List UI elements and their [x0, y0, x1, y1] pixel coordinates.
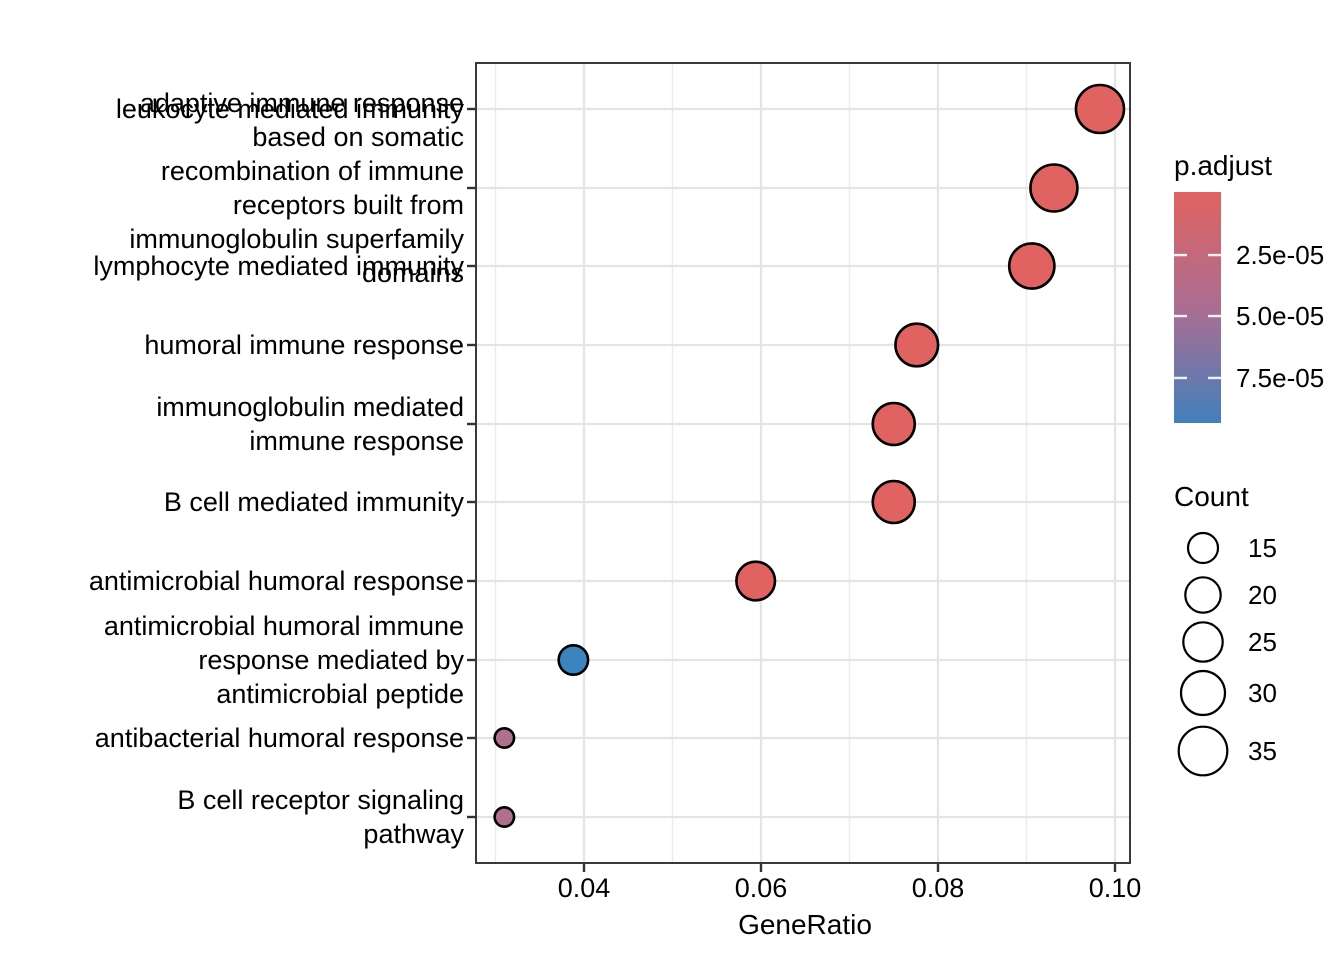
padjust-tick-label: 5.0e-05: [1236, 301, 1325, 332]
data-point: [493, 726, 516, 749]
padjust-tick-label: 7.5e-05: [1236, 362, 1325, 393]
count-legend-title: Count: [1174, 481, 1249, 512]
y-axis-label: adaptive immune response based on somatic…: [129, 86, 464, 290]
panel-border: [475, 62, 1131, 864]
y-axis-label-line: antimicrobial humoral response: [88, 566, 464, 596]
y-axis-label-line: B cell mediated immunity: [163, 487, 464, 517]
data-point: [871, 401, 917, 447]
count-legend-circle: [1186, 531, 1220, 565]
y-axis-label-line: pathway: [363, 819, 464, 849]
count-legend-label: 25: [1248, 627, 1277, 657]
data-point: [894, 322, 940, 368]
y-axis-label: immunoglobulin mediated immune response: [156, 390, 464, 458]
data-point: [871, 479, 917, 525]
data-point: [1074, 83, 1126, 135]
count-legend-label: 20: [1248, 580, 1277, 610]
y-axis-label-line: antimicrobial humoral immune: [103, 611, 464, 641]
count-legend-label: 35: [1248, 736, 1277, 766]
y-axis-label-line: recombination of immune: [160, 156, 464, 186]
padjust-tick-label: 2.5e-05: [1236, 240, 1325, 271]
y-axis-label: B cell receptor signaling pathway: [177, 783, 464, 851]
y-axis-label-line: domains: [361, 258, 464, 288]
count-legend-circle: [1182, 621, 1224, 663]
y-axis-label: lymphocyte mediated immunity: [93, 249, 464, 283]
count-legend-label: 15: [1248, 533, 1277, 563]
x-axis-tick-label: 0.10: [1088, 873, 1142, 903]
y-axis-label-line: based on somatic: [252, 122, 464, 152]
x-axis-tick-label: 0.06: [734, 873, 788, 903]
data-point: [735, 560, 777, 602]
data-point: [1007, 242, 1056, 290]
count-legend-circle: [1184, 576, 1222, 614]
data-point: [1029, 163, 1079, 213]
x-axis-tick-label: 0.04: [557, 873, 611, 903]
padjust-legend-title: p.adjust: [1174, 150, 1273, 181]
y-axis-label: leukocyte mediated immunity: [116, 92, 464, 126]
y-axis-label: B cell mediated immunity: [164, 485, 464, 519]
count-legend-circle: [1177, 725, 1229, 777]
y-axis-label-line: antibacterial humoral response: [94, 723, 464, 753]
y-axis-label: humoral immune response: [144, 328, 464, 362]
padjust-colorbar: [1174, 192, 1221, 423]
count-legend-circle: [1179, 669, 1227, 717]
y-axis-label-line: receptors built from: [232, 190, 464, 220]
y-axis-label-line: immune response: [249, 426, 464, 456]
y-axis-label: antimicrobial humoral response: [89, 564, 464, 598]
data-point: [493, 805, 516, 828]
y-axis-label-line: lymphocyte mediated immunity: [93, 251, 464, 281]
y-axis-label-line: adaptive immune response: [139, 88, 464, 118]
count-legend-label: 30: [1248, 678, 1277, 708]
y-axis-label-line: humoral immune response: [144, 330, 464, 360]
y-axis-label: antimicrobial humoral immune response med…: [104, 609, 464, 711]
y-axis-label-line: antimicrobial peptide: [216, 679, 464, 709]
data-point: [557, 643, 590, 676]
y-axis-label-line: B cell receptor signaling: [177, 785, 464, 815]
y-axis-label-line: leukocyte mediated immunity: [115, 94, 464, 124]
x-axis-tick-label: 0.08: [911, 873, 965, 903]
y-axis-label-line: response mediated by: [198, 645, 464, 675]
x-axis-title: GeneRatio: [738, 909, 872, 940]
y-axis-label-line: immunoglobulin superfamily: [129, 224, 464, 254]
y-axis-label: antibacterial humoral response: [95, 721, 464, 755]
y-axis-label-line: immunoglobulin mediated: [156, 392, 464, 422]
